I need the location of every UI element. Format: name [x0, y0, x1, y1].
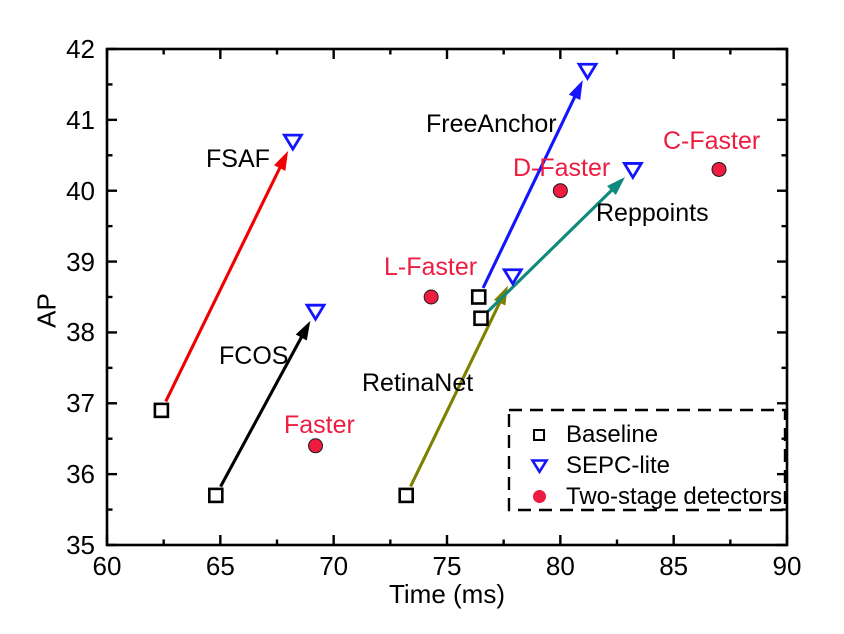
- two-stage-marker-icon: [532, 490, 546, 503]
- two-stage-marker-d-faster: [552, 183, 568, 199]
- y-tick-label-42: 42: [66, 34, 95, 64]
- x-tick-label-80: 80: [545, 551, 575, 581]
- y-tick-label-38: 38: [66, 317, 95, 348]
- sepc-lite-marker-freeanchor: [576, 62, 599, 81]
- sepc-lite-marker-icon: [529, 458, 549, 474]
- arrow-line-fsaf: [164, 164, 283, 403]
- sepc-lite-marker-fsaf: [281, 133, 304, 152]
- legend-label-sepc-lite: SEPC-lite: [566, 451, 671, 479]
- baseline-marker-icon: [533, 428, 545, 441]
- y-tick-label-40: 40: [66, 175, 95, 206]
- two-stage-marker-c-faster: [711, 161, 727, 177]
- two-stage-marker-faster: [308, 438, 324, 454]
- arrow-head-reppoints: [607, 177, 626, 195]
- arrow-line-retinanet: [409, 299, 503, 488]
- series-label-fsaf: FSAF: [206, 145, 270, 173]
- legend-box: [507, 408, 787, 512]
- x-tick-label-60: 60: [92, 551, 122, 581]
- y-tick-label-36: 36: [66, 459, 95, 490]
- x-tick-label-85: 85: [659, 551, 689, 581]
- two-stage-label-c-faster: C-Faster: [663, 127, 761, 155]
- two-stage-marker-l-faster: [423, 289, 439, 305]
- y-tick-label-39: 39: [66, 246, 95, 277]
- baseline-marker-fsaf: [153, 402, 170, 419]
- arrow-head-fcos: [295, 320, 311, 341]
- baseline-marker-retinanet: [398, 487, 415, 504]
- y-tick-label-37: 37: [66, 388, 95, 419]
- arrow-head-fsaf: [274, 150, 289, 171]
- legend-label-baseline: Baseline: [566, 420, 659, 448]
- baseline-marker-reppoints: [473, 310, 489, 327]
- sepc-lite-marker-retinanet: [501, 268, 524, 287]
- x-tick-label-75: 75: [432, 551, 462, 581]
- series-label-retinanet: RetinaNet: [362, 369, 474, 397]
- series-label-freeanchor: FreeAnchor: [426, 110, 557, 138]
- sepc-lite-marker-fcos: [304, 303, 327, 322]
- legend-item-two-stage: Two-stage detectors: [509, 481, 785, 512]
- arrow-line-freeanchor: [481, 93, 578, 289]
- arrow-line-fcos: [219, 334, 305, 488]
- x-axis-title: Time (ms): [388, 579, 505, 609]
- two-stage-label-d-faster: D-Faster: [513, 154, 611, 182]
- x-tick-label-90: 90: [772, 551, 802, 581]
- two-stage-label-faster: Faster: [284, 411, 355, 439]
- baseline-marker-freeanchor: [470, 289, 487, 305]
- x-tick-label-65: 65: [205, 551, 235, 581]
- y-tick-label-35: 35: [66, 530, 95, 560]
- legend: Baseline SEPC-lite Two-stage detectors: [509, 410, 785, 510]
- two-stage-label-l-faster: L-Faster: [384, 253, 478, 281]
- series-label-reppoints: Reppoints: [596, 199, 709, 227]
- legend-item-sepc-lite: SEPC-lite: [509, 450, 785, 481]
- arrow-head-freeanchor: [568, 80, 583, 101]
- arrow-line-reppoints: [487, 187, 615, 313]
- legend-item-baseline: Baseline: [509, 419, 785, 450]
- x-tick-label-70: 70: [319, 551, 349, 581]
- baseline-marker-fcos: [208, 487, 224, 504]
- axes-frame: [105, 47, 789, 547]
- y-tick-label-41: 41: [66, 104, 95, 135]
- sepc-lite-marker-reppoints: [621, 162, 644, 181]
- series-label-fcos: FCOS: [219, 342, 289, 370]
- y-axis-title: AP: [31, 293, 62, 328]
- legend-label-two-stage: Two-stage detectors: [566, 482, 783, 510]
